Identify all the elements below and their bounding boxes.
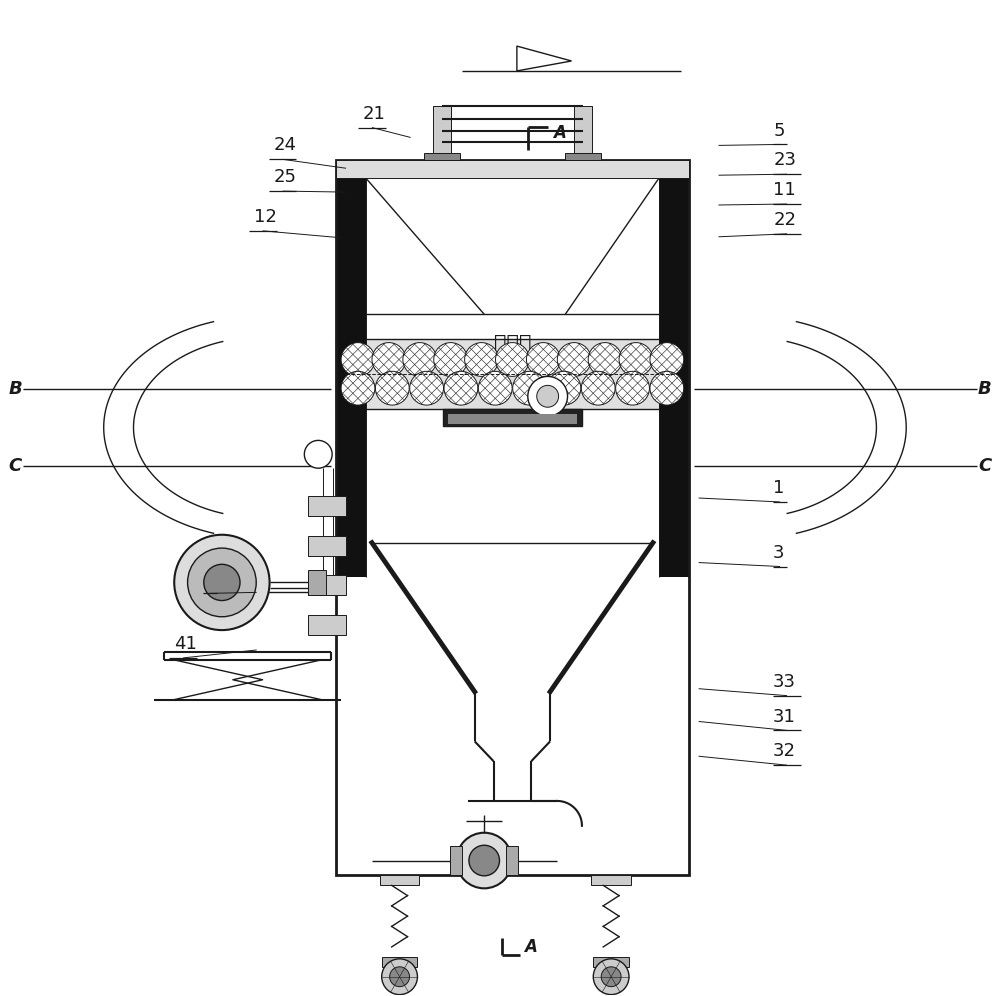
- Text: 3: 3: [773, 544, 785, 562]
- Circle shape: [403, 343, 437, 376]
- Text: A: A: [553, 124, 566, 142]
- Circle shape: [593, 959, 629, 995]
- Text: 5: 5: [773, 122, 785, 139]
- Text: 高液位: 高液位: [494, 334, 531, 354]
- Bar: [336, 160, 689, 875]
- Bar: [433, 106, 451, 153]
- Circle shape: [304, 440, 332, 468]
- Bar: [336, 160, 689, 875]
- Bar: [443, 408, 582, 426]
- Bar: [593, 957, 629, 967]
- Bar: [448, 413, 577, 423]
- Circle shape: [650, 372, 684, 405]
- Circle shape: [372, 343, 406, 376]
- Bar: [450, 846, 462, 875]
- Circle shape: [390, 967, 410, 987]
- Bar: [506, 846, 518, 875]
- Bar: [336, 160, 689, 178]
- Circle shape: [174, 535, 270, 630]
- Bar: [380, 875, 419, 885]
- Text: 4: 4: [205, 571, 217, 589]
- Circle shape: [616, 372, 649, 405]
- Bar: [565, 153, 601, 160]
- Circle shape: [601, 967, 621, 987]
- Bar: [308, 496, 346, 516]
- Circle shape: [382, 959, 417, 995]
- Circle shape: [557, 343, 591, 376]
- Text: 41: 41: [174, 635, 197, 653]
- Text: B: B: [978, 379, 992, 397]
- Text: 32: 32: [773, 742, 796, 760]
- Circle shape: [478, 372, 512, 405]
- Bar: [424, 153, 460, 160]
- Text: 25: 25: [273, 168, 296, 186]
- Circle shape: [456, 833, 512, 888]
- Text: 33: 33: [773, 672, 796, 691]
- Text: 1: 1: [773, 479, 785, 497]
- Circle shape: [619, 343, 653, 376]
- Circle shape: [341, 343, 375, 376]
- Circle shape: [204, 565, 240, 601]
- Circle shape: [410, 372, 443, 405]
- Circle shape: [469, 846, 500, 875]
- Text: 11: 11: [773, 181, 796, 199]
- Circle shape: [526, 343, 560, 376]
- Text: 22: 22: [773, 211, 796, 229]
- Text: 24: 24: [273, 136, 296, 154]
- Circle shape: [528, 376, 568, 416]
- Bar: [336, 160, 366, 578]
- Text: C: C: [978, 457, 991, 475]
- Circle shape: [513, 372, 546, 405]
- Bar: [591, 875, 631, 885]
- Bar: [659, 160, 689, 578]
- Text: 23: 23: [773, 151, 796, 169]
- Circle shape: [375, 372, 409, 405]
- Bar: [574, 106, 592, 153]
- Circle shape: [434, 343, 468, 376]
- Text: C: C: [9, 457, 22, 475]
- Circle shape: [188, 548, 256, 617]
- Circle shape: [496, 343, 529, 376]
- Text: A: A: [524, 938, 537, 956]
- Circle shape: [341, 372, 375, 405]
- Bar: [382, 957, 417, 967]
- Circle shape: [465, 343, 498, 376]
- Circle shape: [588, 343, 622, 376]
- Bar: [336, 339, 689, 408]
- Text: 31: 31: [773, 707, 796, 725]
- Polygon shape: [517, 46, 572, 71]
- Bar: [308, 536, 346, 556]
- Text: 21: 21: [363, 105, 386, 123]
- Circle shape: [537, 385, 559, 407]
- Text: 12: 12: [254, 208, 277, 226]
- Bar: [308, 616, 346, 635]
- Circle shape: [444, 372, 478, 405]
- Text: B: B: [8, 379, 22, 397]
- Circle shape: [581, 372, 615, 405]
- Circle shape: [547, 372, 581, 405]
- Bar: [308, 570, 326, 596]
- Bar: [308, 576, 346, 596]
- Circle shape: [650, 343, 684, 376]
